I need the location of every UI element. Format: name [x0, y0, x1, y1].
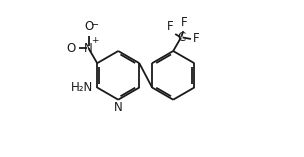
- Text: N: N: [114, 101, 123, 114]
- Text: −: −: [92, 20, 99, 30]
- Text: O: O: [84, 20, 93, 33]
- Text: O: O: [66, 42, 75, 55]
- Text: F: F: [193, 32, 200, 46]
- Text: N: N: [84, 42, 93, 55]
- Text: +: +: [92, 36, 99, 45]
- Text: F: F: [167, 20, 174, 33]
- Text: H₂N: H₂N: [71, 81, 93, 94]
- Text: F: F: [181, 16, 187, 29]
- Text: C: C: [177, 31, 185, 44]
